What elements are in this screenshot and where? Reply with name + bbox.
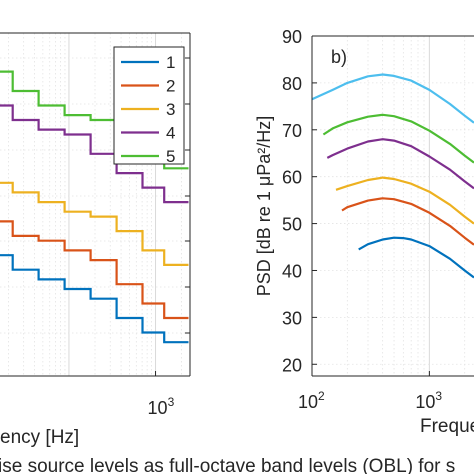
legend-entry-1: 1: [166, 53, 175, 72]
x-tick-label-exponent: 2: [318, 389, 325, 403]
y-tick-label: 40: [282, 261, 302, 281]
legend-entry-3: 3: [166, 100, 175, 119]
panel-a-legend: 1 2 3 4 5: [113, 46, 185, 166]
legend-entry-2: 2: [166, 77, 175, 96]
y-tick-label: 90: [282, 27, 302, 47]
panel-b-plot-area: [312, 36, 474, 376]
x-tick-label: 103: [148, 395, 175, 418]
psd-curve-3: [326, 138, 474, 190]
y-tick-label: 70: [282, 121, 302, 141]
series-3-line: [0, 181, 189, 266]
psd-curve-5: [341, 197, 474, 246]
panel-b-ticks: [311, 35, 430, 376]
panel-b-x-axis-label: Freque: [420, 416, 474, 437]
panel-b-series: [311, 73, 474, 279]
x-tick-label-exponent: 3: [435, 389, 442, 403]
series-4-line: [0, 104, 189, 204]
panel-a-right-ticks: [155, 57, 190, 376]
y-tick-label: 30: [282, 308, 302, 328]
panel-a-chart: 103 ency [Hz] 1 2 3 4 5: [0, 32, 191, 448]
panel-b-y-tick-labels: 20 30 40 50 60 70 80 90: [282, 27, 302, 375]
panel-b-axes: [311, 35, 474, 377]
y-tick-label: 60: [282, 168, 302, 188]
psd-curve-2: [322, 113, 474, 164]
psd-curve-4: [335, 176, 474, 225]
legend-box: [113, 46, 185, 165]
x-tick-label: 103: [415, 389, 442, 412]
y-tick-label: 80: [282, 74, 302, 94]
x-tick-label: 102: [298, 389, 325, 412]
series-2-line: [0, 220, 189, 320]
x-tick-label-exponent: 3: [168, 395, 175, 409]
legend-entry-5: 5: [166, 147, 175, 166]
panel-b-y-axis-label: PSD [dB re 1 μPa²/Hz]: [254, 116, 274, 296]
panel-a-axes: [0, 32, 191, 377]
psd-curve-1: [311, 73, 474, 124]
panel-b-x-tick-labels: 102 103: [298, 389, 442, 412]
figure-caption: ise source levels as full-octave band le…: [0, 456, 455, 474]
psd-curve-6: [358, 236, 474, 279]
series-1-line: [0, 254, 189, 344]
y-tick-label: 50: [282, 215, 302, 235]
y-tick-label: 20: [282, 355, 302, 375]
panel-a-x-axis-label: ency [Hz]: [0, 427, 79, 448]
panel-b-label: b): [331, 47, 347, 67]
legend-entry-4: 4: [166, 124, 175, 143]
panel-b-chart: 20 30 40 50 60 70 80 90 102 103 b) PSD [dB re 1 …: [254, 27, 474, 437]
panel-a-x-tick-labels: 103: [148, 395, 175, 418]
